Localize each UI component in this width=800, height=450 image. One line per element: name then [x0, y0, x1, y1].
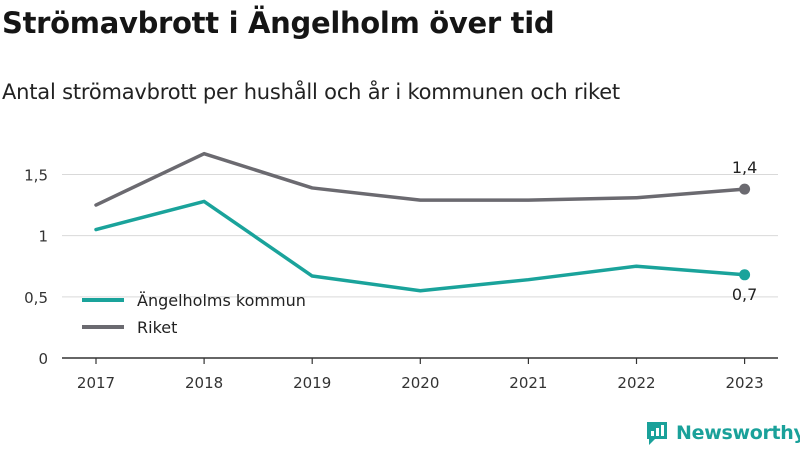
series-line: [94, 199, 747, 293]
x-tick-label: 2023: [726, 374, 764, 392]
y-tick-label: 1: [38, 228, 48, 246]
data-label: 1,4: [732, 158, 757, 177]
series-end-point: [739, 269, 751, 281]
newsworthy-logo: Newsworthy: [644, 420, 800, 446]
x-tick-label: 2021: [509, 374, 547, 392]
x-tick-label: 2020: [401, 374, 439, 392]
y-tick-label: 1,5: [24, 166, 48, 184]
newsworthy-logo-icon: [647, 422, 667, 445]
x-tick-label: 2017: [77, 374, 115, 392]
y-tick-label: 0: [38, 350, 48, 368]
brand-name: Newsworthy: [676, 422, 800, 444]
x-tick-label: 2022: [617, 374, 655, 392]
legend-label: Ängelholms kommun: [137, 291, 306, 310]
legend-label: Riket: [137, 318, 177, 337]
x-tick-label: 2018: [185, 374, 223, 392]
series-line: [94, 151, 747, 207]
x-tick-label: 2019: [293, 374, 331, 392]
chart-title: Strömavbrott i Ängelholm över tid: [2, 6, 555, 40]
series-end-point: [739, 183, 751, 195]
y-tick-label: 0,5: [24, 289, 48, 307]
chart-subtitle: Antal strömavbrott per hushåll och år i …: [2, 80, 620, 104]
data-label: 0,7: [732, 285, 757, 304]
